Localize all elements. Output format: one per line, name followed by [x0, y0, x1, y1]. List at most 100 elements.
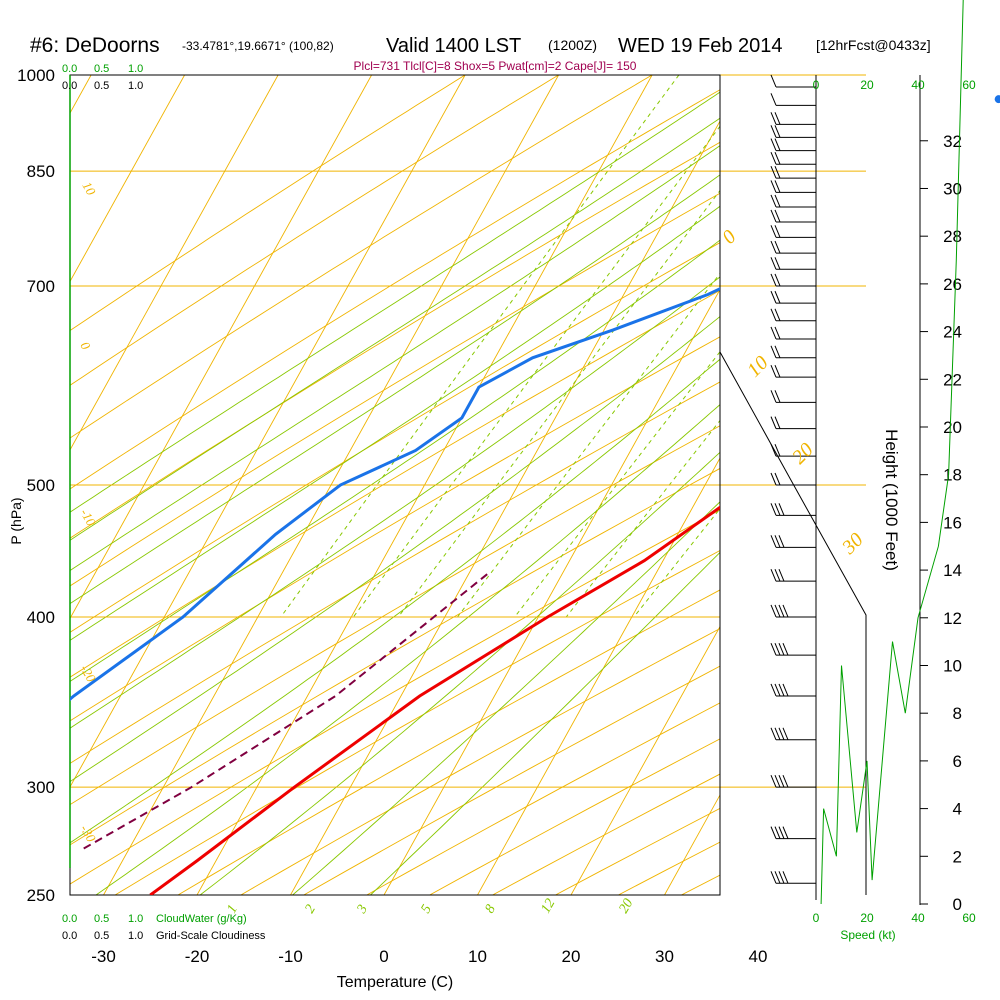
cloudwater-tick-top-2: 1.0	[128, 63, 143, 75]
wind-barb	[770, 112, 816, 125]
height-tick-label: 0	[953, 895, 962, 914]
moist-adiabat-line	[70, 239, 720, 682]
temperature-tick-label: 30	[655, 947, 674, 966]
cloudwater-tick-bottom-2: 1.0	[128, 913, 143, 925]
cloudwater-tick-bottom-0: 0.0	[62, 913, 77, 925]
height-tick-label: 10	[943, 656, 962, 675]
height-axis-label: Height (1000 Feet)	[882, 429, 901, 571]
wind-barb	[770, 568, 816, 582]
mixing-ratio-label: 20	[616, 896, 636, 916]
mixing-ratio-label: 8	[482, 902, 498, 916]
moist-adiabat-line	[70, 315, 720, 783]
pressure-tick-label: 850	[27, 162, 55, 181]
cloudiness-tick-top-0: 0.0	[62, 80, 77, 92]
x-axis-label: Temperature (C)	[337, 974, 453, 991]
cloud-scale-bottom: 0.0 0.5 1.0 CloudWater (g/Kg) 0.0 0.5 1.…	[62, 913, 266, 942]
speed-tick-top-0: 0	[813, 78, 820, 92]
height-tick-label: 12	[943, 609, 962, 628]
mixing-ratio-line	[514, 350, 720, 618]
wind-barb	[770, 443, 816, 457]
wind-barb	[770, 273, 816, 287]
height-tick-label: 28	[943, 227, 962, 246]
speed-max-line	[719, 351, 867, 895]
dry-adiabat-line	[114, 549, 720, 895]
speed-tick-top-1: 20	[860, 78, 874, 92]
wind-barb	[770, 604, 816, 618]
pressure-tick-label: 300	[27, 778, 55, 797]
dry-adiabat-line	[70, 75, 559, 386]
isotherm-label: -10	[77, 506, 99, 529]
height-tick-label: 14	[943, 561, 962, 580]
mixing-ratio-line	[280, 75, 680, 618]
mixing-ratio-label: 2	[302, 902, 318, 916]
wind-barb	[770, 472, 816, 486]
cloudiness-label: Grid-Scale Cloudiness	[156, 930, 266, 942]
wind-barb	[770, 642, 816, 656]
dry-adiabat-line	[177, 589, 720, 895]
cloudwater-tick-top-0: 0.0	[62, 63, 77, 75]
moist-adiabat-line	[70, 205, 720, 641]
dry-adiabat-line	[70, 425, 720, 806]
isotherm-line	[70, 75, 279, 451]
cloud-scale-top: 0.0 0.5 1.0 0.0 0.5 1.0	[62, 63, 143, 92]
wind-barb	[770, 416, 816, 430]
height-tick-label: 16	[943, 513, 962, 532]
cloudwater-label: CloudWater (g/Kg)	[156, 913, 247, 925]
moist-adiabat-line	[70, 358, 720, 844]
wind-barb	[770, 345, 816, 359]
wind-barb	[770, 290, 816, 304]
mixing-ratio-label: 3	[354, 902, 371, 916]
temperature-tick-label: -30	[91, 947, 116, 966]
isotherm-line	[70, 75, 185, 283]
dry-adiabat-line	[70, 381, 720, 764]
moist-adiabat-line	[292, 501, 720, 895]
dry-adiabat-line	[240, 628, 720, 895]
wind-barb	[770, 503, 816, 516]
dry-adiabat-line	[70, 336, 720, 722]
temperature-tick-label: 10	[468, 947, 487, 966]
station-title: #6: DeDoorns	[30, 34, 160, 57]
mixing-ratio-line	[565, 419, 720, 618]
wind-barb	[770, 194, 816, 208]
valid-zulu: (1200Z)	[548, 37, 597, 53]
wind-barb	[770, 138, 816, 152]
pressure-tick-label: 250	[27, 886, 55, 905]
cloudiness-tick-top-1: 0.5	[94, 80, 109, 92]
wind-barb	[770, 125, 816, 138]
moist-adiabat-line	[70, 117, 720, 541]
height-tick-label: 8	[953, 704, 962, 723]
moist-adiabat-line	[70, 145, 720, 572]
moist-adiabat-line	[95, 403, 720, 895]
isotherm-label: 0	[718, 226, 741, 249]
isobars	[70, 74, 866, 788]
wind-barb	[770, 326, 816, 340]
height-tick-label: 22	[943, 370, 962, 389]
height-tick-label: 6	[953, 752, 962, 771]
wind-barb	[770, 225, 816, 238]
wind-barb	[770, 364, 816, 378]
isotherm-line	[570, 625, 720, 895]
dry-adiabat-line	[70, 242, 720, 633]
wind-barb	[770, 152, 816, 165]
surface-dewpoint-dot	[994, 95, 1000, 104]
dry-adiabat-line	[70, 509, 720, 885]
height-tick-label: 18	[943, 466, 962, 485]
pressure-tick-label: 1000	[17, 66, 55, 85]
mixing-ratio-label: 12	[538, 896, 558, 916]
moist-adiabat-line	[70, 276, 720, 729]
dry-adiabat-line	[70, 75, 466, 332]
height-tick-label: 30	[943, 179, 962, 198]
cloudiness-tick-bottom-0: 0.0	[62, 930, 77, 942]
temperature-tick-label: 20	[562, 947, 581, 966]
height-tick-label: 32	[943, 132, 962, 151]
temperature-tick-label: -20	[185, 947, 210, 966]
dry-adiabat-line	[70, 75, 653, 439]
height-tick-label: 4	[953, 800, 962, 819]
cloudiness-tick-bottom-2: 1.0	[128, 930, 143, 942]
wind-barb	[770, 774, 816, 788]
height-tick-label: 2	[953, 847, 962, 866]
speed-tick-bottom-0: 0	[813, 911, 820, 925]
valid-time: Valid 1400 LST	[386, 35, 521, 57]
moist-adiabat-line	[370, 551, 720, 895]
